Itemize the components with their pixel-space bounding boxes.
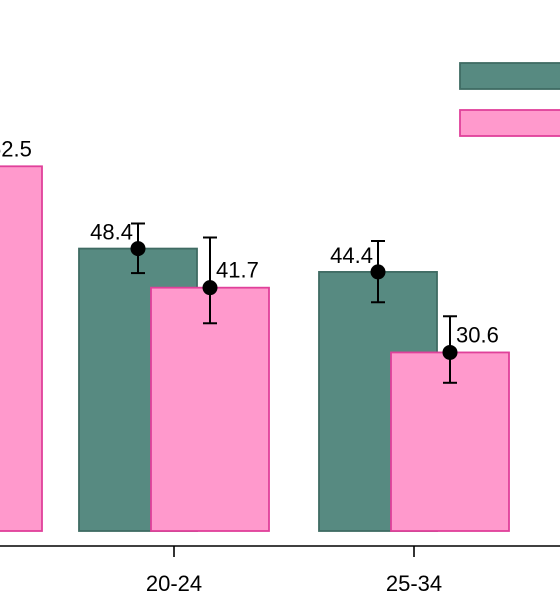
data-labels-layer: 48.4 44.4 62.5 41.7 30.6 [0,136,499,347]
bar-s1-c0 [0,165,43,532]
data-label-s0-c1: 48.4 [90,220,133,245]
data-label-s0-c2: 44.4 [330,243,373,268]
bars-layer [0,165,510,532]
point-s0-c1 [130,241,146,257]
data-label-s1-c0: 62.5 [0,136,32,161]
x-ticks-layer: 20-24 25-34 [146,546,442,596]
legend [459,62,560,137]
data-label-s1-c1: 41.7 [216,258,259,283]
point-s1-c2 [442,344,458,360]
data-label-s1-c2: 30.6 [456,322,499,347]
point-s1-c1 [202,280,218,296]
error-bars-layer [130,222,458,384]
x-tick-label-1: 20-24 [146,571,202,596]
legend-swatch-s1 [459,109,560,137]
x-tick-label-2: 25-34 [386,571,442,596]
point-s0-c2 [370,264,386,280]
legend-swatch-s0 [459,62,560,90]
